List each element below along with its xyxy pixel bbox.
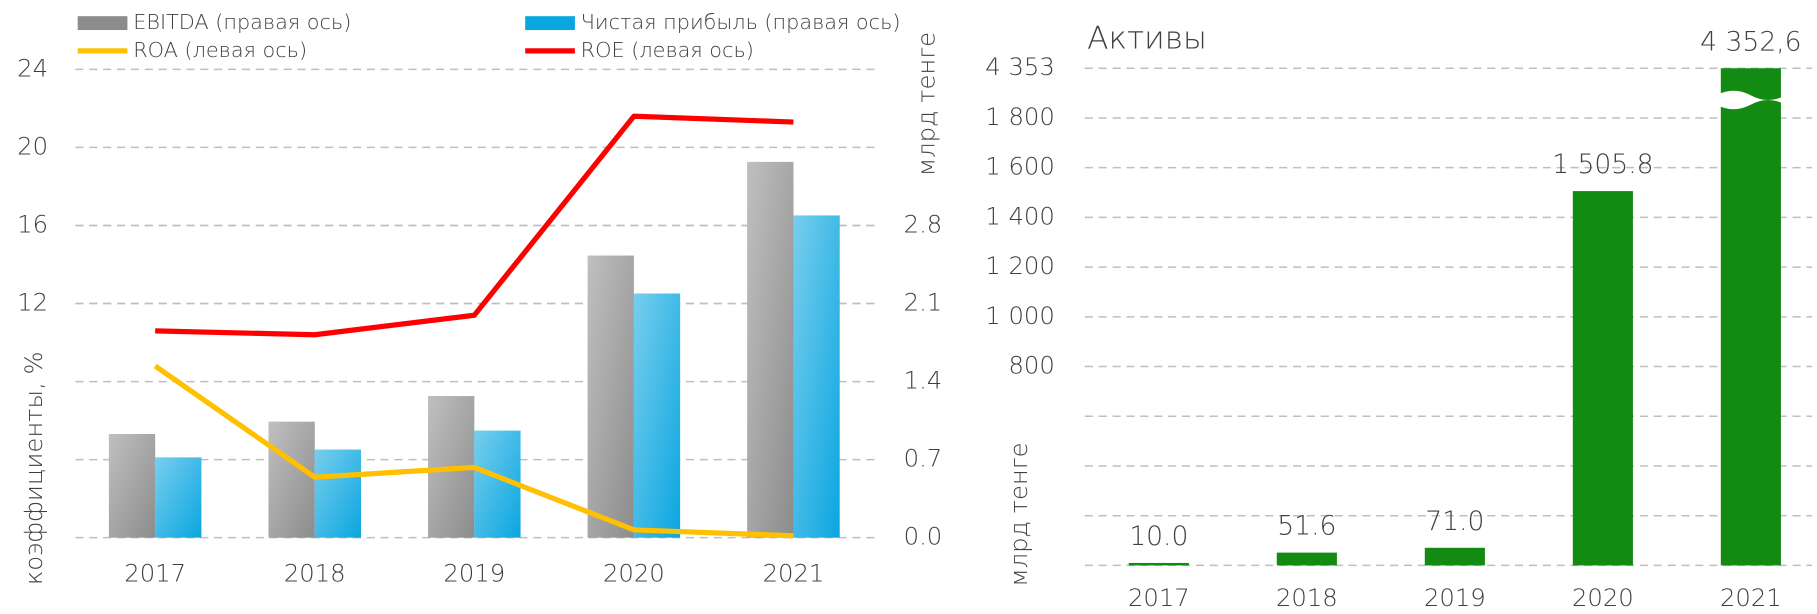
value-label: 1 505.8: [1552, 149, 1653, 180]
y2-tick-label: 2.8: [904, 209, 943, 238]
y-tick-label: 1 600: [985, 152, 1054, 181]
value-label: 10.0: [1129, 521, 1188, 552]
value-label: 51.6: [1277, 511, 1336, 542]
bar: [1572, 191, 1633, 566]
y2-tick-label: 0.0: [904, 522, 943, 551]
y-tick-label: 1 800: [985, 102, 1054, 131]
value-label: 4 352,6: [1700, 26, 1801, 57]
y-axis-label: коэффициенты, %: [19, 351, 48, 585]
bar-shade: [587, 255, 634, 538]
y-tick-label: 16: [17, 209, 48, 238]
y-tick-label: 1 400: [985, 201, 1054, 230]
line: [155, 113, 794, 338]
chart-title: Активы: [1087, 20, 1207, 56]
legend-label: ROA (левая ось): [133, 38, 307, 62]
bar-shade: [314, 449, 361, 538]
y-tick-label: 1 000: [985, 301, 1054, 330]
y-tick-label: 4 353: [985, 52, 1054, 81]
y2-tick-label: 2.1: [904, 288, 943, 317]
y2-axis-label: млрд тенге: [912, 32, 941, 176]
y-tick-label: 12: [17, 288, 48, 317]
x-tick-label: 2020: [603, 559, 665, 588]
y2-tick-label: 1.4: [904, 366, 943, 395]
x-tick-label: 2021: [1720, 583, 1782, 612]
y-tick-label: 800: [1008, 351, 1054, 380]
y-tick-label: 20: [17, 131, 48, 160]
bar-shade: [747, 161, 794, 538]
bar-shade: [793, 215, 840, 538]
legend-label: Чистая прибыль (правая ось): [581, 10, 901, 34]
bar: [1424, 547, 1485, 566]
bar-shade: [268, 421, 315, 538]
y2-tick-label: 0.7: [904, 444, 943, 473]
y-tick-label: 1 200: [985, 251, 1054, 280]
x-tick-label: 2017: [1128, 583, 1190, 612]
bar-shade: [108, 433, 156, 538]
x-tick-label: 2018: [1276, 583, 1338, 612]
value-label: 71.0: [1425, 506, 1484, 537]
bar: [1128, 562, 1189, 566]
x-tick-label: 2019: [1424, 583, 1486, 612]
bar-shade: [155, 457, 202, 538]
x-tick-label: 2018: [284, 559, 346, 588]
axis-break: [1716, 90, 1786, 110]
legend-label: EBITDA (правая ось): [133, 10, 351, 34]
line: [153, 363, 794, 539]
x-tick-label: 2019: [443, 559, 505, 588]
x-tick-label: 2020: [1572, 583, 1634, 612]
legend-label: ROE (левая ось): [581, 38, 754, 62]
y-axis-label: млрд тенге: [1004, 442, 1033, 586]
bar-shade: [633, 293, 681, 538]
bar: [1720, 68, 1781, 566]
legend-swatch: [525, 16, 575, 31]
y-tick-label: 24: [17, 53, 48, 82]
legend-swatch: [77, 16, 128, 31]
bar: [1276, 552, 1337, 566]
x-tick-label: 2021: [763, 559, 825, 588]
x-tick-label: 2017: [124, 559, 186, 588]
